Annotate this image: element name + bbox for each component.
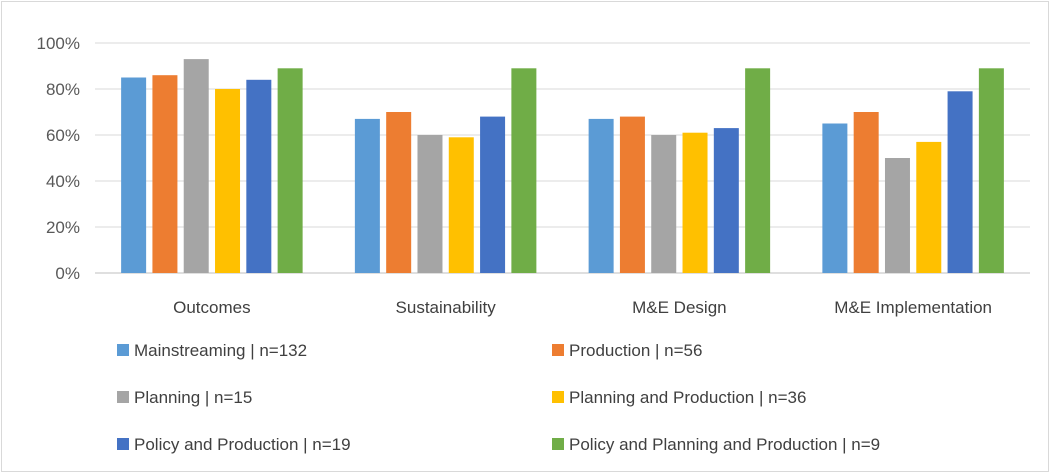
legend-item: Planning | n=15 — [117, 388, 252, 407]
bar — [277, 68, 303, 273]
bar — [183, 59, 209, 273]
bar — [853, 112, 879, 273]
legend-label: Planning and Production | n=36 — [569, 388, 806, 407]
bar — [246, 79, 272, 273]
legend-swatch — [117, 438, 129, 450]
legend-label: Mainstreaming | n=132 — [134, 341, 307, 360]
bar — [417, 135, 443, 273]
y-tick-label: 60% — [46, 126, 80, 145]
category-label: Sustainability — [396, 298, 497, 317]
bar — [588, 118, 614, 274]
bar — [511, 68, 537, 273]
legend-label: Policy and Planning and Production | n=9 — [569, 435, 880, 454]
y-tick-label: 20% — [46, 218, 80, 237]
bar — [121, 77, 147, 273]
category-label: M&E Implementation — [834, 298, 992, 317]
y-tick-label: 0% — [55, 264, 80, 283]
y-tick-label: 100% — [37, 34, 80, 53]
y-tick-label: 40% — [46, 172, 80, 191]
legend-swatch — [552, 391, 564, 403]
bar — [682, 132, 708, 273]
bar — [152, 75, 178, 273]
bar — [386, 112, 412, 273]
legend-item: Policy and Planning and Production | n=9 — [552, 435, 880, 454]
legend-swatch — [552, 438, 564, 450]
y-tick-label: 80% — [46, 80, 80, 99]
bar — [448, 137, 474, 273]
category-label: M&E Design — [632, 298, 726, 317]
bar — [947, 91, 973, 273]
bar — [745, 68, 771, 273]
y-axis-ticks: 0% 20% 40% 60% 80% 100% — [37, 34, 80, 283]
legend-item: Policy and Production | n=19 — [117, 435, 351, 454]
category-labels: Outcomes Sustainability M&E Design M&E Impl… — [173, 298, 992, 317]
bar — [978, 68, 1004, 273]
legend-item: Planning and Production | n=36 — [552, 388, 806, 407]
legend-item: Production | n=56 — [552, 341, 702, 360]
bar — [916, 141, 942, 273]
category-label: Outcomes — [173, 298, 250, 317]
bar — [215, 89, 241, 273]
legend-swatch — [552, 344, 564, 356]
legend: Mainstreaming | n=132 Production | n=56 Pl… — [117, 341, 880, 454]
legend-swatch — [117, 391, 129, 403]
legend-label: Planning | n=15 — [134, 388, 252, 407]
bars — [121, 59, 1004, 274]
legend-label: Production | n=56 — [569, 341, 702, 360]
bar — [619, 116, 645, 273]
bar — [651, 135, 677, 273]
bar — [480, 116, 506, 273]
legend-item: Mainstreaming | n=132 — [117, 341, 307, 360]
bar — [822, 123, 848, 273]
bar — [713, 128, 739, 273]
bar — [354, 118, 380, 274]
legend-swatch — [117, 344, 129, 356]
bar — [884, 158, 910, 273]
legend-label: Policy and Production | n=19 — [134, 435, 351, 454]
